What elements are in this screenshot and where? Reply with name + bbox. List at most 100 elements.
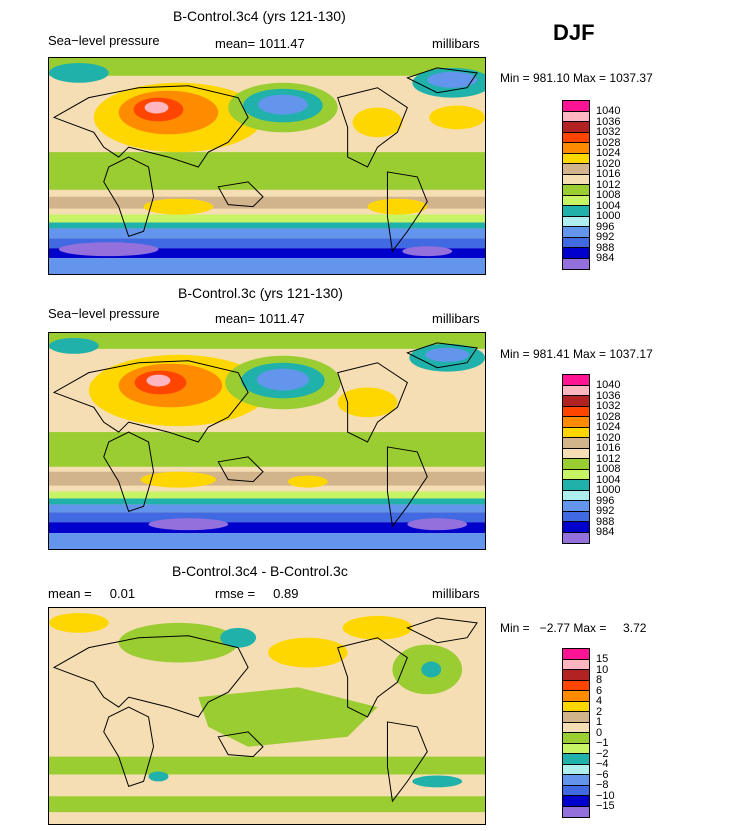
colorbar-tick-label: 10 bbox=[596, 663, 609, 676]
panel2-minmax: Min = 981.41 Max = 1037.17 bbox=[500, 347, 653, 361]
panel3-colorbar-labels: 15 10 8 6 4 2 1 0 −1 −2 −4 −6 −8 −10 −15 bbox=[596, 654, 615, 812]
colorbar-tick-label: −2 bbox=[596, 747, 609, 760]
colorbar-swatch bbox=[563, 743, 589, 754]
colorbar-tick-label: 1 bbox=[596, 716, 603, 728]
colorbar-swatch bbox=[563, 722, 589, 733]
colorbar-swatch bbox=[563, 132, 589, 143]
colorbar-tick-label: 1040 bbox=[596, 105, 621, 117]
colorbar-swatch bbox=[563, 153, 589, 164]
colorbar-tick-label: 996 bbox=[596, 220, 615, 233]
colorbar-tick-label: 4 bbox=[596, 695, 603, 707]
colorbar-swatch bbox=[563, 532, 589, 543]
colorbar-tick-label: 1016 bbox=[596, 168, 621, 180]
panel2-mean-label: mean= 1011.47 bbox=[215, 311, 305, 326]
colorbar-swatch bbox=[563, 438, 589, 449]
panel3-minmax: Min = −2.77 Max = 3.72 bbox=[500, 621, 647, 635]
colorbar-swatch bbox=[563, 206, 589, 217]
colorbar-swatch bbox=[563, 122, 589, 133]
colorbar-tick-label: −10 bbox=[596, 789, 615, 802]
panel3-map bbox=[48, 607, 486, 825]
colorbar-swatch bbox=[563, 480, 589, 491]
colorbar-swatch bbox=[563, 733, 589, 744]
panel1-minmax: Min = 981.10 Max = 1037.37 bbox=[500, 71, 653, 85]
colorbar-tick-label: 0 bbox=[596, 726, 603, 739]
colorbar-swatch bbox=[563, 248, 589, 259]
colorbar-swatch bbox=[563, 417, 589, 428]
panel1-units-label: millibars bbox=[432, 36, 480, 51]
colorbar-swatch bbox=[563, 427, 589, 438]
colorbar-swatch bbox=[563, 501, 589, 512]
colorbar-swatch bbox=[563, 396, 589, 407]
panel2-map bbox=[48, 332, 486, 550]
colorbar-swatch bbox=[563, 195, 589, 206]
panel3-map-field bbox=[49, 608, 485, 824]
colorbar-tick-label: 1000 bbox=[596, 210, 621, 222]
colorbar-tick-label: 2 bbox=[596, 705, 603, 718]
colorbar-tick-label: 1032 bbox=[596, 126, 621, 138]
panel3-colorbar bbox=[562, 648, 590, 818]
colorbar-swatch bbox=[563, 143, 589, 154]
colorbar-swatch bbox=[563, 680, 589, 691]
colorbar-tick-label: 1012 bbox=[596, 452, 621, 465]
colorbar-tick-label: −8 bbox=[596, 779, 609, 791]
colorbar-tick-label: 1004 bbox=[596, 473, 621, 486]
panel1-map-field bbox=[49, 58, 485, 274]
colorbar-tick-label: 1032 bbox=[596, 400, 621, 412]
colorbar-tick-label: −1 bbox=[596, 737, 609, 749]
colorbar-tick-label: 992 bbox=[596, 231, 615, 243]
colorbar-tick-label: 1024 bbox=[596, 147, 621, 159]
panel2-units-label: millibars bbox=[432, 311, 480, 326]
colorbar-swatch bbox=[563, 174, 589, 185]
panel2-title: B-Control.3c (yrs 121-130) bbox=[178, 285, 343, 301]
colorbar-tick-label: 1012 bbox=[596, 178, 621, 191]
colorbar-tick-label: 996 bbox=[596, 494, 615, 507]
colorbar-tick-label: 988 bbox=[596, 515, 615, 528]
colorbar-tick-label: 1040 bbox=[596, 379, 621, 391]
season-label: DJF bbox=[553, 20, 595, 45]
colorbar-swatch bbox=[563, 754, 589, 765]
colorbar-swatch bbox=[563, 448, 589, 459]
panel2-colorbar bbox=[562, 374, 590, 544]
colorbar-swatch bbox=[563, 385, 589, 396]
panel1-colorbar bbox=[562, 100, 590, 270]
colorbar-swatch bbox=[563, 806, 589, 817]
colorbar-tick-label: −4 bbox=[596, 758, 609, 770]
colorbar-tick-label: 1004 bbox=[596, 199, 621, 212]
panel3-rmse-label: rmse = 0.89 bbox=[215, 586, 299, 601]
panel1-colorbar-labels: 1040 1036 1032 1028 1024 1020 1016 1012 1008 1004… bbox=[596, 106, 620, 264]
colorbar-swatch bbox=[563, 712, 589, 723]
colorbar-tick-label: 1016 bbox=[596, 442, 621, 454]
colorbar-swatch bbox=[563, 522, 589, 533]
colorbar-swatch bbox=[563, 785, 589, 796]
colorbar-tick-label: 1036 bbox=[596, 389, 621, 402]
colorbar-tick-label: 6 bbox=[596, 684, 603, 697]
panel2-colorbar-labels: 1040 1036 1032 1028 1024 1020 1016 1012 1008 1004… bbox=[596, 380, 620, 538]
colorbar-swatch bbox=[563, 490, 589, 501]
colorbar-tick-label: 1020 bbox=[596, 157, 621, 170]
colorbar-swatch bbox=[563, 459, 589, 470]
colorbar-swatch bbox=[563, 406, 589, 417]
panel3-units-label: millibars bbox=[432, 586, 480, 601]
colorbar-swatch bbox=[563, 670, 589, 681]
panel1-mean-label: mean= 1011.47 bbox=[215, 36, 305, 51]
panel1-variable-label: Sea−level pressure bbox=[48, 33, 160, 48]
colorbar-tick-label: 8 bbox=[596, 674, 603, 686]
panel3-title: B-Control.3c4 - B-Control.3c bbox=[172, 563, 348, 579]
colorbar-tick-label: 988 bbox=[596, 241, 615, 254]
colorbar-tick-label: 984 bbox=[596, 252, 615, 264]
colorbar-swatch bbox=[563, 701, 589, 712]
panel1-map bbox=[48, 57, 486, 275]
colorbar-tick-label: 1000 bbox=[596, 484, 621, 496]
colorbar-swatch bbox=[563, 111, 589, 122]
colorbar-swatch bbox=[563, 764, 589, 775]
colorbar-swatch bbox=[563, 775, 589, 786]
colorbar-tick-label: 984 bbox=[596, 526, 615, 538]
colorbar-swatch bbox=[563, 216, 589, 227]
colorbar-tick-label: 1008 bbox=[596, 463, 621, 475]
panel1-title: B-Control.3c4 (yrs 121-130) bbox=[173, 8, 346, 24]
colorbar-swatch bbox=[563, 227, 589, 238]
colorbar-tick-label: 1028 bbox=[596, 136, 621, 149]
colorbar-swatch bbox=[563, 258, 589, 269]
colorbar-tick-label: 992 bbox=[596, 505, 615, 517]
colorbar-tick-label: 1008 bbox=[596, 189, 621, 201]
